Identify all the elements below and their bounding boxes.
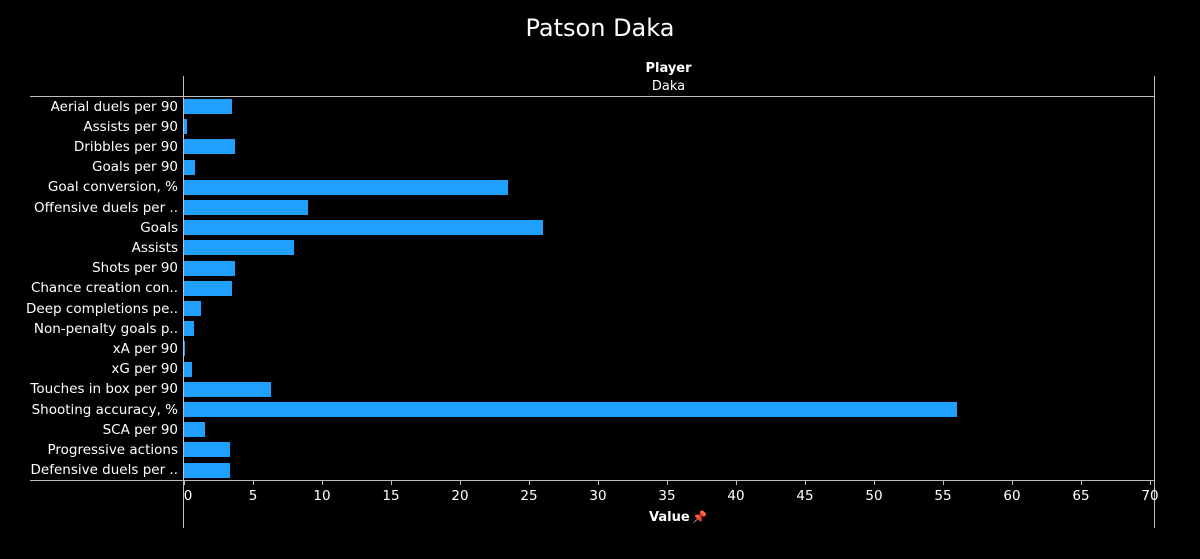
category-label: xG per 90 (111, 361, 178, 378)
bar[interactable] (184, 301, 201, 316)
x-tick-label: 30 (589, 488, 607, 504)
x-tick-label: 65 (1072, 488, 1090, 504)
bar[interactable] (184, 200, 309, 215)
left-axis-line (183, 76, 184, 528)
bar[interactable] (184, 260, 236, 276)
bar[interactable] (184, 179, 509, 195)
x-tick (460, 480, 461, 485)
category-label: Assists (131, 239, 178, 256)
x-tick-label: 15 (382, 488, 400, 504)
x-axis-line (30, 480, 1154, 481)
x-tick (322, 480, 323, 485)
bar[interactable] (184, 321, 194, 337)
x-tick-label: 10 (313, 488, 331, 504)
x-tick (805, 480, 806, 485)
category-label: Dribbles per 90 (73, 138, 178, 155)
category-label: Goals per 90 (92, 159, 178, 176)
bar[interactable] (184, 442, 230, 458)
category-label: xA per 90 (112, 340, 178, 357)
x-tick-label: 70 (1141, 488, 1159, 504)
x-tick-label: 60 (1003, 488, 1021, 504)
x-tick-label: 50 (865, 488, 883, 504)
x-tick-label: 25 (520, 488, 538, 504)
x-tick (391, 480, 392, 485)
bar[interactable] (184, 361, 193, 377)
x-tick (943, 480, 944, 485)
bar[interactable] (184, 402, 957, 417)
x-tick (1150, 480, 1151, 485)
x-tick (874, 480, 875, 485)
x-tick-label: 40 (727, 488, 745, 504)
bar[interactable] (184, 159, 196, 175)
category-label: Touches in box per 90 (30, 381, 178, 398)
bar[interactable] (184, 99, 233, 114)
x-tick (184, 480, 185, 485)
bar[interactable] (184, 119, 187, 135)
category-label: Aerial duels per 90 (50, 98, 178, 115)
bar[interactable] (184, 341, 186, 357)
x-tick (529, 480, 530, 485)
x-tick (736, 480, 737, 485)
category-label: SCA per 90 (102, 421, 178, 438)
x-tick-label: 20 (451, 488, 469, 504)
right-border-line (1154, 76, 1155, 528)
header-divider (30, 96, 1154, 97)
category-label: Shooting accuracy, % (31, 401, 178, 418)
category-label: Progressive actions (47, 441, 178, 458)
x-tick-label: 0 (183, 488, 193, 504)
x-tick (1081, 480, 1082, 485)
category-label: Deep completions pe.. (26, 300, 178, 317)
column-header-value: Daka (651, 79, 686, 94)
bar[interactable] (184, 280, 233, 296)
x-tick-label: 45 (796, 488, 814, 504)
x-tick (598, 480, 599, 485)
x-tick (667, 480, 668, 485)
category-label: Assists per 90 (83, 118, 178, 135)
category-label: Goal conversion, % (47, 179, 178, 196)
bar[interactable] (184, 240, 295, 256)
x-tick-label: 55 (934, 488, 952, 504)
bar[interactable] (184, 422, 205, 438)
chart-title: Patson Daka (525, 14, 675, 42)
x-axis-title: Value (649, 510, 690, 525)
category-label: Chance creation con.. (30, 280, 178, 297)
category-label: Shots per 90 (92, 260, 178, 277)
category-label: Defensive duels per .. (30, 462, 179, 479)
bar[interactable] (184, 139, 236, 155)
x-tick (1012, 480, 1013, 485)
pin-icon[interactable]: 📌 (692, 510, 707, 524)
category-label: Goals (140, 219, 178, 236)
x-tick-label: 35 (658, 488, 676, 504)
bar[interactable] (184, 381, 271, 397)
bar[interactable] (184, 462, 230, 478)
category-label: Offensive duels per .. (34, 199, 178, 216)
bar[interactable] (184, 220, 543, 236)
column-header-field: Player (645, 61, 692, 76)
x-tick (253, 480, 254, 485)
category-label: Non-penalty goals p.. (33, 320, 178, 337)
x-tick-label: 5 (248, 488, 258, 504)
